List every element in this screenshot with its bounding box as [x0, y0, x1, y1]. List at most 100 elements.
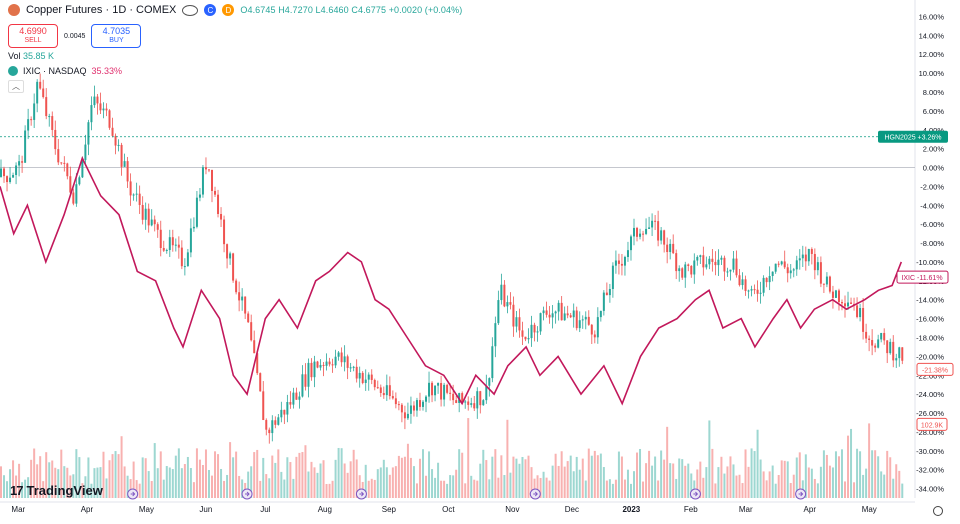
- volume-bar: [840, 449, 843, 498]
- volume-bar: [66, 467, 69, 498]
- candle-body: [654, 220, 657, 222]
- volume-bar: [859, 451, 862, 498]
- y-tick-label: -6.00%: [920, 220, 944, 229]
- volume-bar: [868, 423, 871, 498]
- candle-body: [168, 237, 171, 250]
- volume-bar: [226, 474, 229, 498]
- candle-body: [262, 391, 265, 421]
- candle-body: [491, 346, 494, 379]
- compare-legend[interactable]: IXIC · NASDAQ 35.33%: [8, 66, 122, 76]
- candle-body: [325, 361, 328, 366]
- candle-body: [217, 194, 220, 214]
- candle-body: [72, 192, 75, 204]
- candle-body: [304, 374, 307, 387]
- volume-bar: [331, 480, 334, 498]
- volume-bar: [247, 471, 250, 498]
- volume-bar: [608, 479, 611, 498]
- candle-body: [271, 420, 274, 434]
- volume-bar: [147, 471, 150, 498]
- sell-price: 4.6990: [19, 26, 47, 36]
- y-tick-label: 10.00%: [919, 69, 945, 78]
- candle-body: [636, 227, 639, 237]
- chart-title[interactable]: Copper Futures · 1D · COMEX: [26, 4, 177, 16]
- volume-bar: [856, 448, 859, 498]
- candle-body: [476, 391, 479, 409]
- chevron-up-icon[interactable]: ︿: [8, 80, 24, 93]
- gear-icon[interactable]: [933, 506, 943, 516]
- volume-bar: [566, 461, 569, 498]
- candle-body: [488, 378, 491, 386]
- candle-body: [126, 161, 129, 182]
- y-tick-label: -10.00%: [916, 258, 944, 267]
- volume-bar: [645, 463, 648, 498]
- candle-body: [235, 280, 238, 293]
- candle-body: [626, 250, 629, 257]
- volume-bar: [530, 467, 533, 498]
- candle-body: [15, 165, 18, 175]
- candle-body: [783, 261, 786, 268]
- volume-bar: [648, 450, 651, 498]
- volume-bar: [337, 447, 340, 498]
- candle-body: [898, 347, 901, 359]
- volume-bar: [443, 480, 446, 498]
- candle-body: [123, 161, 126, 167]
- volume-bar: [431, 469, 434, 498]
- volume-bar: [687, 463, 690, 498]
- volume-bar: [569, 455, 572, 498]
- candle-body: [678, 268, 681, 272]
- candle-body: [738, 275, 741, 286]
- candle-body: [397, 404, 400, 406]
- candle-body: [765, 277, 768, 283]
- candle-body: [895, 358, 898, 361]
- buy-button[interactable]: 4.7035 BUY: [91, 24, 142, 48]
- candle-body: [675, 253, 678, 272]
- volume-bar: [126, 475, 129, 498]
- candle-body: [515, 317, 518, 327]
- volume-bar: [220, 468, 223, 498]
- volume-bar: [111, 454, 114, 498]
- volume-bar: [48, 462, 51, 498]
- candle-body: [418, 400, 421, 407]
- volume-bar: [307, 471, 310, 498]
- candle-body: [539, 313, 542, 332]
- candle-body: [774, 263, 777, 272]
- compare-symbol: IXIC · NASDAQ: [23, 66, 87, 76]
- volume-bar: [409, 457, 412, 498]
- candle-body: [837, 290, 840, 303]
- eye-icon[interactable]: [182, 4, 199, 16]
- volume-bar: [765, 480, 768, 498]
- volume-bar: [669, 463, 672, 498]
- candle-body: [687, 264, 690, 266]
- candle-body: [33, 103, 36, 120]
- volume-legend[interactable]: Vol 35.85 K: [8, 51, 54, 61]
- volume-bar: [382, 459, 385, 498]
- volume-bar: [352, 449, 355, 498]
- volume-bar: [804, 454, 807, 498]
- volume-bar: [21, 482, 24, 498]
- volume-bar: [732, 464, 735, 498]
- volume-bar: [898, 470, 901, 498]
- x-tick-label: Feb: [684, 505, 698, 514]
- volume-bar: [611, 483, 614, 498]
- candle-body: [446, 384, 449, 393]
- candle-body: [259, 373, 262, 392]
- candle-body: [87, 122, 90, 145]
- candle-body: [527, 338, 530, 340]
- candle-body: [30, 119, 33, 121]
- volume-bar: [250, 466, 253, 498]
- sell-button[interactable]: 4.6990 SELL: [8, 24, 58, 48]
- candle-body: [711, 258, 714, 262]
- candle-body: [238, 292, 241, 301]
- candle-body: [470, 403, 473, 405]
- y-tick-label: -14.00%: [916, 296, 944, 305]
- volume-bar: [452, 475, 455, 498]
- volume-bar: [581, 458, 584, 498]
- candle-body: [57, 149, 60, 163]
- volume-bar: [494, 449, 497, 498]
- volume-bar: [81, 483, 84, 498]
- candle-body: [696, 256, 699, 261]
- volume-bar: [660, 450, 663, 498]
- tradingview-logo-text: TradingView: [26, 483, 103, 498]
- volume-bar: [587, 448, 590, 498]
